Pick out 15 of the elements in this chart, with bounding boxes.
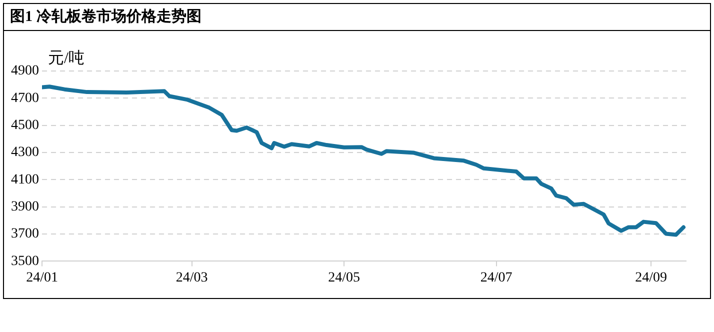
y-tick-label: 3900 — [11, 200, 39, 215]
x-tick-label: 24/03 — [176, 270, 208, 286]
y-tick-label: 4700 — [11, 90, 39, 106]
x-tick-label: 24/09 — [635, 270, 667, 286]
chart-title: 图1 冷轧板卷市场价格走势图 — [4, 4, 710, 31]
y-axis-title: 元/吨 — [48, 49, 84, 68]
y-tick-label: 4900 — [11, 64, 39, 79]
y-tick-label: 4100 — [11, 172, 39, 188]
x-tick-label: 24/01 — [26, 270, 58, 286]
x-tick-label: 24/07 — [480, 270, 512, 286]
y-tick-label: 4300 — [11, 145, 39, 160]
x-tick-label: 24/05 — [328, 270, 360, 286]
y-tick-label: 3700 — [11, 226, 39, 242]
y-tick-label: 4500 — [11, 118, 39, 134]
y-tick-label: 3500 — [11, 254, 39, 269]
